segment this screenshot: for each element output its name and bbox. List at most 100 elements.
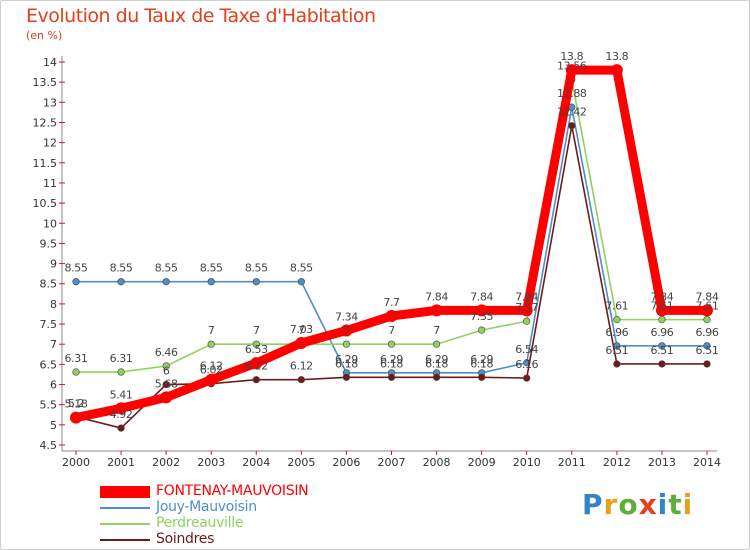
data-point [658, 360, 666, 368]
y-tick-label: 6 [50, 379, 57, 392]
data-label: 6.12 [290, 360, 313, 373]
data-point [295, 337, 308, 350]
data-label: 6.51 [696, 344, 719, 357]
data-point [162, 362, 170, 370]
data-label: 7.84 [696, 290, 719, 303]
chart-series [70, 64, 713, 432]
data-label: 7 [388, 324, 395, 337]
data-point [297, 278, 305, 286]
chart-legend: FONTENAY-MAUVOISIN Jouy-Mauvoisin Perdreau… [100, 483, 420, 548]
data-point [70, 411, 82, 424]
data-label: 7.61 [605, 300, 628, 313]
data-point [250, 357, 263, 370]
data-label: 6.29 [470, 353, 493, 366]
chart-title: Evolution du Taux de Taxe d'Habitation [26, 5, 376, 27]
y-tick-label: 14 [43, 56, 57, 69]
data-label: 8.55 [200, 262, 223, 275]
data-label: 8.55 [290, 262, 313, 275]
x-tick-label: 2008 [423, 456, 451, 469]
data-point [160, 391, 173, 404]
data-label: 6.16 [515, 358, 538, 371]
data-label: 6.18 [380, 357, 403, 370]
data-point [478, 373, 486, 381]
data-point [252, 340, 260, 348]
data-point [385, 309, 398, 322]
data-label: 7.34 [335, 311, 358, 324]
data-label: 6.31 [110, 352, 133, 365]
data-point [613, 316, 621, 324]
data-label: 7 [253, 324, 260, 337]
data-point [610, 64, 623, 77]
data-label: 7.84 [650, 290, 673, 303]
data-label: 7.84 [470, 290, 493, 303]
data-point [613, 360, 621, 368]
data-point [252, 376, 260, 384]
legend-swatch [100, 507, 150, 509]
y-tick-label: 10.5 [33, 197, 58, 210]
data-label: 5.18 [65, 398, 88, 411]
data-point [115, 402, 128, 415]
legend-label: Perdreauville [156, 515, 244, 531]
data-label: 7 [343, 324, 350, 337]
data-label: 6.18 [425, 357, 448, 370]
data-label: 13.8 [560, 50, 583, 63]
data-point [387, 340, 396, 348]
data-label: 6.96 [605, 326, 628, 339]
x-tick-label: 2000 [62, 456, 90, 469]
data-point [703, 342, 711, 350]
y-tick-label: 5 [50, 419, 57, 432]
data-point [297, 376, 305, 384]
legend-label: Soindres [156, 531, 215, 547]
y-tick-label: 4.5 [40, 439, 58, 452]
data-label: 6.02 [200, 364, 223, 377]
data-label: 5.2 [68, 397, 84, 410]
data-label: 6.51 [605, 344, 628, 357]
data-point [432, 340, 441, 348]
data-label: 7.84 [515, 290, 538, 303]
data-label: 8.55 [65, 262, 88, 275]
data-label: 4.92 [110, 408, 133, 421]
y-tick-label: 7.5 [40, 318, 58, 331]
data-label: 7.03 [290, 323, 313, 336]
data-point [432, 373, 441, 381]
logo-letter: P [582, 488, 604, 521]
x-tick-label: 2012 [603, 456, 631, 469]
x-tick-label: 2014 [693, 456, 721, 469]
logo-letter: r [603, 488, 619, 521]
data-label: 6.31 [65, 352, 88, 365]
data-point [207, 278, 215, 286]
data-point [72, 368, 80, 376]
data-point [72, 278, 80, 286]
data-label: 7.35 [470, 310, 493, 323]
data-point [252, 278, 260, 286]
data-point [162, 380, 170, 389]
y-tick-label: 5.5 [40, 399, 58, 412]
data-label: 6.12 [200, 360, 223, 373]
data-point [430, 304, 443, 317]
data-label: 7.7 [383, 296, 400, 309]
x-tick-label: 2005 [287, 456, 315, 469]
x-tick-label: 2010 [513, 456, 541, 469]
data-point [655, 304, 668, 317]
data-label: 12.42 [557, 106, 587, 119]
legend-item: FONTENAY-MAUVOISIN [100, 483, 420, 500]
data-label: 6.53 [245, 343, 268, 356]
data-label: 7.61 [650, 300, 673, 313]
data-label: 6.54 [515, 343, 538, 356]
data-point [701, 304, 713, 317]
data-label: 13.56 [557, 60, 587, 73]
data-label: 8.55 [155, 262, 178, 275]
x-tick-label: 2002 [152, 456, 180, 469]
data-label: 6.96 [650, 326, 673, 339]
data-point [565, 64, 578, 77]
data-point [205, 373, 218, 386]
data-label: 5.41 [110, 388, 133, 401]
data-label: 6.51 [650, 344, 673, 357]
data-label: 7.84 [425, 290, 448, 303]
data-label: 7 [433, 324, 440, 337]
x-tick-label: 2007 [378, 456, 406, 469]
data-point [342, 373, 351, 381]
data-point [207, 340, 215, 348]
data-point [523, 317, 531, 325]
